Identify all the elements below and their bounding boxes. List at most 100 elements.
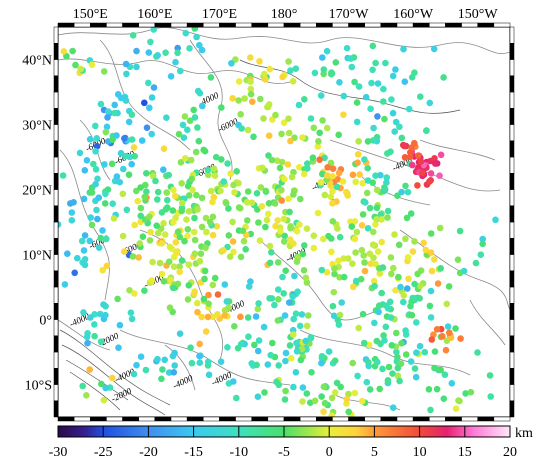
observation-point [265, 132, 273, 139]
observation-point [200, 146, 207, 154]
frame-segment [73, 22, 91, 28]
frame-segment [283, 416, 301, 422]
frame-segment [509, 124, 515, 141]
observation-point [356, 171, 363, 178]
observation-point [316, 129, 324, 137]
observation-point [434, 280, 442, 287]
observation-point [335, 257, 342, 265]
observation-point [244, 188, 252, 195]
latitude-label: 0° [39, 314, 52, 329]
frame-segment [509, 303, 515, 320]
observation-point [345, 390, 352, 398]
frame-segment [332, 22, 349, 28]
observation-point [384, 207, 392, 215]
observation-point [59, 172, 67, 179]
observation-point [137, 353, 145, 361]
observation-point [290, 191, 297, 198]
frame-segment [90, 22, 107, 28]
observation-point [419, 169, 426, 177]
observation-point [184, 296, 192, 303]
observation-point [456, 227, 464, 235]
latitude-label: 10°N [22, 249, 52, 264]
observation-point [305, 312, 312, 319]
observation-point [354, 159, 361, 166]
observation-point [445, 283, 453, 290]
latitude-label: 40°N [22, 54, 52, 69]
observation-point [209, 281, 217, 289]
observation-point [149, 172, 157, 180]
observation-point [408, 144, 416, 151]
observation-point [261, 389, 268, 396]
observation-point [148, 130, 155, 138]
observation-point [477, 251, 485, 258]
observation-point [297, 356, 305, 364]
frame-segment [364, 416, 382, 422]
observation-point [336, 79, 343, 86]
observation-point [334, 316, 342, 324]
frame-segment [509, 351, 515, 369]
observation-point [150, 27, 157, 33]
observation-point [83, 392, 90, 399]
longitude-label: 160°E [137, 7, 172, 22]
observation-point [117, 149, 125, 157]
observation-point [396, 377, 403, 385]
observation-point [137, 204, 145, 212]
observation-point [428, 336, 436, 343]
observation-point [196, 352, 203, 360]
observation-point [325, 232, 332, 240]
colorbar-tick-label: 15 [458, 445, 472, 460]
observation-point [381, 337, 388, 344]
frame-segment [219, 416, 236, 422]
observation-point [176, 330, 184, 338]
frame-segment [493, 416, 511, 422]
observation-point [396, 123, 403, 131]
observation-point [131, 152, 138, 160]
observation-point [198, 223, 206, 231]
observation-point [169, 352, 177, 360]
observation-point [400, 298, 407, 306]
observation-point [181, 155, 189, 162]
observation-point [111, 101, 118, 109]
observation-point [165, 258, 173, 266]
observation-point [474, 349, 481, 356]
observation-point [72, 61, 79, 69]
observation-point [343, 44, 351, 52]
map-frame [53, 22, 515, 422]
observation-point [358, 397, 366, 405]
observation-point [101, 161, 108, 168]
frame-segment [412, 22, 430, 28]
frame-segment [509, 335, 515, 353]
observation-point [379, 365, 386, 373]
observation-point [241, 95, 248, 102]
observation-point [90, 160, 97, 168]
observation-point [278, 197, 286, 204]
observation-point [272, 111, 279, 119]
observation-point [389, 72, 397, 80]
observation-point [193, 33, 200, 41]
observation-point [136, 240, 143, 247]
observation-point [299, 134, 306, 141]
observation-point [392, 287, 399, 294]
observation-point [176, 233, 184, 241]
frame-segment [299, 22, 317, 28]
observation-point [472, 259, 480, 267]
observation-point [94, 175, 101, 183]
colorbar-tick-label: -20 [139, 445, 158, 460]
observation-point [69, 47, 76, 55]
observation-point [254, 393, 262, 401]
observation-point [393, 348, 400, 356]
observation-point [436, 224, 444, 232]
observation-point [420, 239, 428, 247]
observation-point [378, 289, 386, 297]
observation-point [209, 198, 216, 206]
observation-point [317, 179, 325, 186]
observation-point [86, 366, 93, 373]
observation-point [366, 386, 374, 393]
frame-segment [203, 416, 220, 422]
observation-point [169, 207, 177, 214]
observation-point [373, 204, 381, 212]
observation-point [331, 357, 339, 365]
observation-point [314, 143, 322, 150]
observation-point [329, 165, 337, 172]
observation-point [247, 54, 254, 61]
